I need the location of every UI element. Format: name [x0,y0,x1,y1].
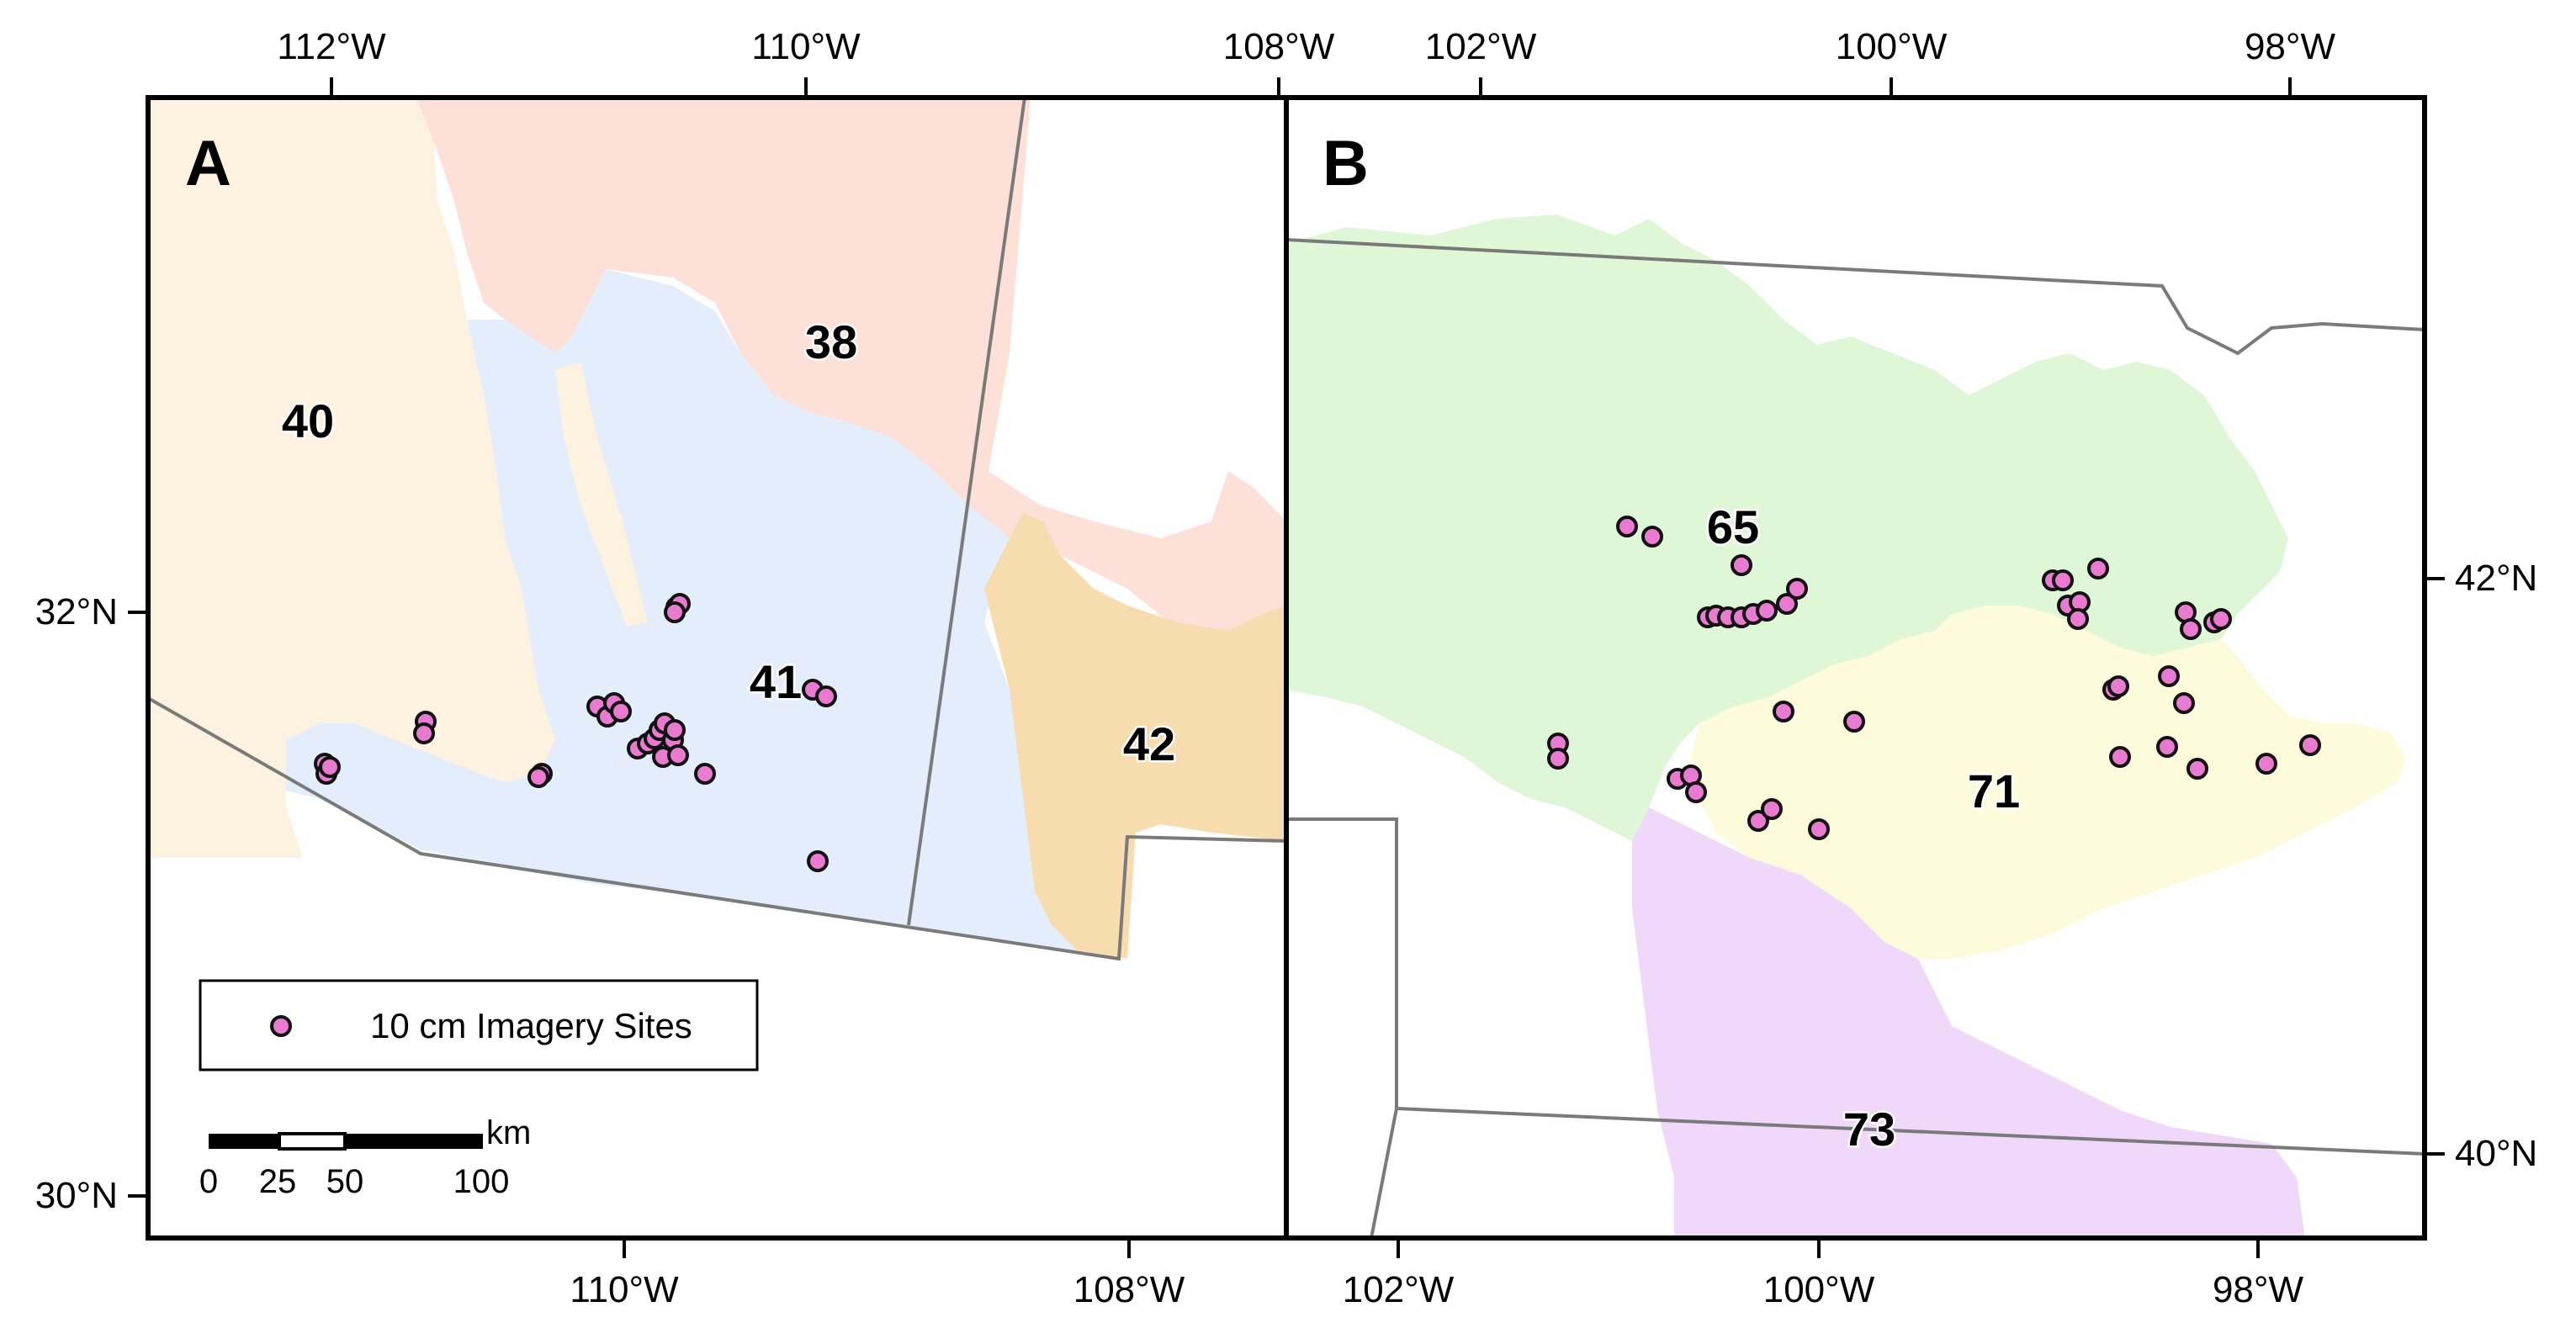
imagery-site-marker [667,744,689,766]
imagery-site-marker [1761,798,1783,820]
ne-ks-boundary [1396,1107,2425,1156]
imagery-site-marker [1756,600,1778,622]
imagery-site-marker [610,701,632,722]
panel-a-bottom-tick-1: 108°W [1073,1269,1185,1310]
imagery-site-marker [2107,675,2129,697]
ecoregion-label-42: 42 [1123,717,1175,770]
imagery-site-marker [694,763,716,785]
imagery-site-marker [664,719,686,741]
imagery-site-marker [1641,526,1663,548]
panel-a-left-tick-0: 32°N [35,591,118,632]
panel-a-sites [314,593,837,872]
ecoregion-label-65: 65 [1707,500,1759,553]
panel-b-right-tick-0: 42°N [2455,558,2537,599]
imagery-site-marker [2186,758,2208,780]
panel-b-letter: B [1322,128,1369,199]
ecoregion-38 [416,98,1286,639]
imagery-site-marker [319,756,341,778]
scalebar: km 0 25 50 100 [199,1114,531,1200]
legend: 10 cm Imagery Sites [199,979,759,1071]
panel-a-letter: A [185,128,231,199]
ecoregion-label-71: 71 [1968,765,2020,817]
imagery-site-marker [2173,692,2195,714]
panel-a-left-tick-1: 30°N [35,1175,118,1216]
ecoregion-40-lobe [555,362,648,627]
panel-b: 102°W 100°W 98°W 102°W 100°W 98°W 42°N 4… [1284,26,2537,1310]
ecoregion-65 [1286,214,2288,841]
ecoregion-label-40: 40 [282,394,334,447]
panel-b-frame [1284,95,2427,1241]
ecoregion-40 [148,98,555,858]
panel-b-ticks [1397,77,2445,1258]
imagery-site-marker [1808,818,1830,840]
imagery-site-marker [2180,618,2202,640]
imagery-site-marker [2067,608,2089,630]
legend-site-marker [270,1015,292,1037]
ecoregion-42 [984,513,1286,959]
ecoregion-71 [1691,606,2406,959]
panel-a-bottom-tick-0: 110°W [570,1269,679,1310]
az-nm-boundary [907,98,1026,926]
imagery-site-marker [2156,736,2178,758]
panel-b-top-tick-2: 98°W [2245,26,2336,67]
imagery-site-marker [1731,554,1752,576]
imagery-site-marker [1776,593,1798,615]
imagery-site-marker [1747,810,1769,832]
imagery-site-marker [2255,753,2277,775]
imagery-site-marker [2087,558,2109,579]
ecoregion-label-73: 73 [1843,1103,1895,1156]
ecoregion-41 [286,269,1119,959]
imagery-site-marker [2299,734,2321,756]
scalebar-tick-0: 0 [199,1163,218,1200]
panel-b-bottom-tick-2: 98°W [2213,1269,2304,1310]
imagery-site-marker [1547,748,1569,770]
panel-b-right-tick-1: 40°N [2455,1133,2537,1174]
imagery-site-marker [2052,569,2074,591]
scalebar-tick-3: 100 [453,1163,510,1200]
ecoregion-label-41: 41 [750,655,802,708]
panel-a-ticks [128,77,1280,1258]
imagery-site-marker [1616,516,1638,537]
panel-b-top-tick-1: 100°W [1836,26,1948,67]
legend-label: 10 cm Imagery Sites [370,1006,692,1045]
imagery-site-marker [664,601,686,623]
imagery-site-marker [2158,665,2180,687]
panel-a-top-tick-0: 112°W [277,26,386,67]
legend-box [199,979,759,1071]
imagery-site-marker [2210,608,2232,630]
ecoregion-73 [1632,807,2305,1238]
panel-b-bottom-tick-0: 102°W [1343,1269,1455,1310]
imagery-site-marker [1773,701,1794,722]
panel-b-bottom-tick-1: 100°W [1763,1269,1875,1310]
scalebar-unit: km [486,1114,531,1151]
sd-ne-boundary [1286,238,2425,356]
ecoregion-label-38: 38 [805,315,857,368]
panel-b-sites [1547,516,2321,840]
imagery-site-marker [815,685,837,707]
mexico-border [148,696,1286,961]
panel-b-top-tick-0: 102°W [1425,26,1537,67]
imagery-site-marker [807,850,829,872]
imagery-site-marker [1685,781,1707,803]
scalebar-tick-1: 25 [259,1163,297,1200]
imagery-site-marker [1786,578,1808,600]
panel-a: 112°W 110°W 108°W 110°W 108°W 32°N 30°N … [35,26,1335,1310]
scalebar-tick-2: 50 [326,1163,364,1200]
panel-a-top-tick-2: 108°W [1223,26,1335,67]
imagery-site-marker [413,722,435,744]
panel-a-top-tick-1: 110°W [751,26,861,67]
co-ne-boundary [1286,817,1398,1238]
imagery-site-marker [2109,746,2131,768]
imagery-site-marker [527,766,549,788]
imagery-site-marker [1843,711,1865,733]
